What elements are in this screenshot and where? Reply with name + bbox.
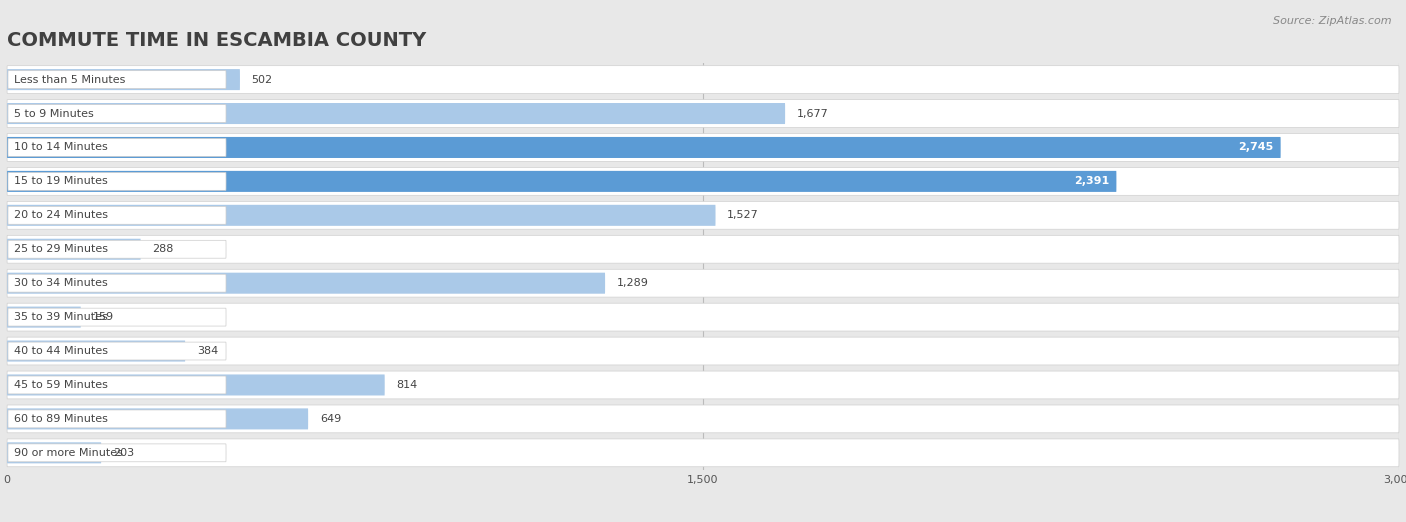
FancyBboxPatch shape	[8, 342, 226, 360]
Text: 502: 502	[252, 75, 273, 85]
FancyBboxPatch shape	[8, 410, 226, 428]
Text: 2,391: 2,391	[1074, 176, 1109, 186]
FancyBboxPatch shape	[7, 272, 605, 294]
FancyBboxPatch shape	[7, 442, 101, 464]
Text: 5 to 9 Minutes: 5 to 9 Minutes	[14, 109, 94, 118]
Text: 15 to 19 Minutes: 15 to 19 Minutes	[14, 176, 108, 186]
Text: 45 to 59 Minutes: 45 to 59 Minutes	[14, 380, 108, 390]
FancyBboxPatch shape	[7, 100, 1399, 127]
FancyBboxPatch shape	[8, 172, 226, 191]
FancyBboxPatch shape	[7, 201, 1399, 229]
Text: 90 or more Minutes: 90 or more Minutes	[14, 448, 122, 458]
Text: 1,289: 1,289	[617, 278, 648, 288]
FancyBboxPatch shape	[7, 134, 1399, 161]
FancyBboxPatch shape	[8, 274, 226, 292]
Text: 159: 159	[93, 312, 114, 322]
Text: 649: 649	[319, 414, 342, 424]
FancyBboxPatch shape	[7, 303, 1399, 331]
Text: 814: 814	[396, 380, 418, 390]
FancyBboxPatch shape	[8, 308, 226, 326]
Text: 384: 384	[197, 346, 218, 356]
FancyBboxPatch shape	[7, 340, 186, 362]
Text: 30 to 34 Minutes: 30 to 34 Minutes	[14, 278, 108, 288]
FancyBboxPatch shape	[7, 171, 1116, 192]
FancyBboxPatch shape	[7, 374, 385, 396]
FancyBboxPatch shape	[7, 405, 1399, 433]
Text: 25 to 29 Minutes: 25 to 29 Minutes	[14, 244, 108, 254]
FancyBboxPatch shape	[7, 239, 141, 260]
FancyBboxPatch shape	[7, 103, 785, 124]
Text: 35 to 39 Minutes: 35 to 39 Minutes	[14, 312, 108, 322]
Text: 20 to 24 Minutes: 20 to 24 Minutes	[14, 210, 108, 220]
FancyBboxPatch shape	[8, 138, 226, 157]
FancyBboxPatch shape	[8, 444, 226, 462]
FancyBboxPatch shape	[7, 269, 1399, 297]
Text: Source: ZipAtlas.com: Source: ZipAtlas.com	[1274, 16, 1392, 26]
Text: 40 to 44 Minutes: 40 to 44 Minutes	[14, 346, 108, 356]
FancyBboxPatch shape	[7, 168, 1399, 195]
FancyBboxPatch shape	[7, 337, 1399, 365]
FancyBboxPatch shape	[7, 69, 240, 90]
Text: 60 to 89 Minutes: 60 to 89 Minutes	[14, 414, 108, 424]
FancyBboxPatch shape	[7, 439, 1399, 467]
Text: 1,527: 1,527	[727, 210, 759, 220]
Text: 2,745: 2,745	[1239, 143, 1274, 152]
Text: COMMUTE TIME IN ESCAMBIA COUNTY: COMMUTE TIME IN ESCAMBIA COUNTY	[7, 31, 426, 50]
Text: Less than 5 Minutes: Less than 5 Minutes	[14, 75, 125, 85]
Text: 10 to 14 Minutes: 10 to 14 Minutes	[14, 143, 108, 152]
FancyBboxPatch shape	[8, 70, 226, 89]
FancyBboxPatch shape	[8, 206, 226, 224]
FancyBboxPatch shape	[8, 240, 226, 258]
Text: 288: 288	[152, 244, 173, 254]
Text: 1,677: 1,677	[797, 109, 828, 118]
FancyBboxPatch shape	[7, 371, 1399, 399]
FancyBboxPatch shape	[7, 235, 1399, 263]
FancyBboxPatch shape	[8, 104, 226, 123]
FancyBboxPatch shape	[7, 66, 1399, 93]
Text: 203: 203	[112, 448, 134, 458]
FancyBboxPatch shape	[7, 408, 308, 430]
FancyBboxPatch shape	[7, 306, 80, 328]
FancyBboxPatch shape	[7, 137, 1281, 158]
FancyBboxPatch shape	[8, 376, 226, 394]
FancyBboxPatch shape	[7, 205, 716, 226]
